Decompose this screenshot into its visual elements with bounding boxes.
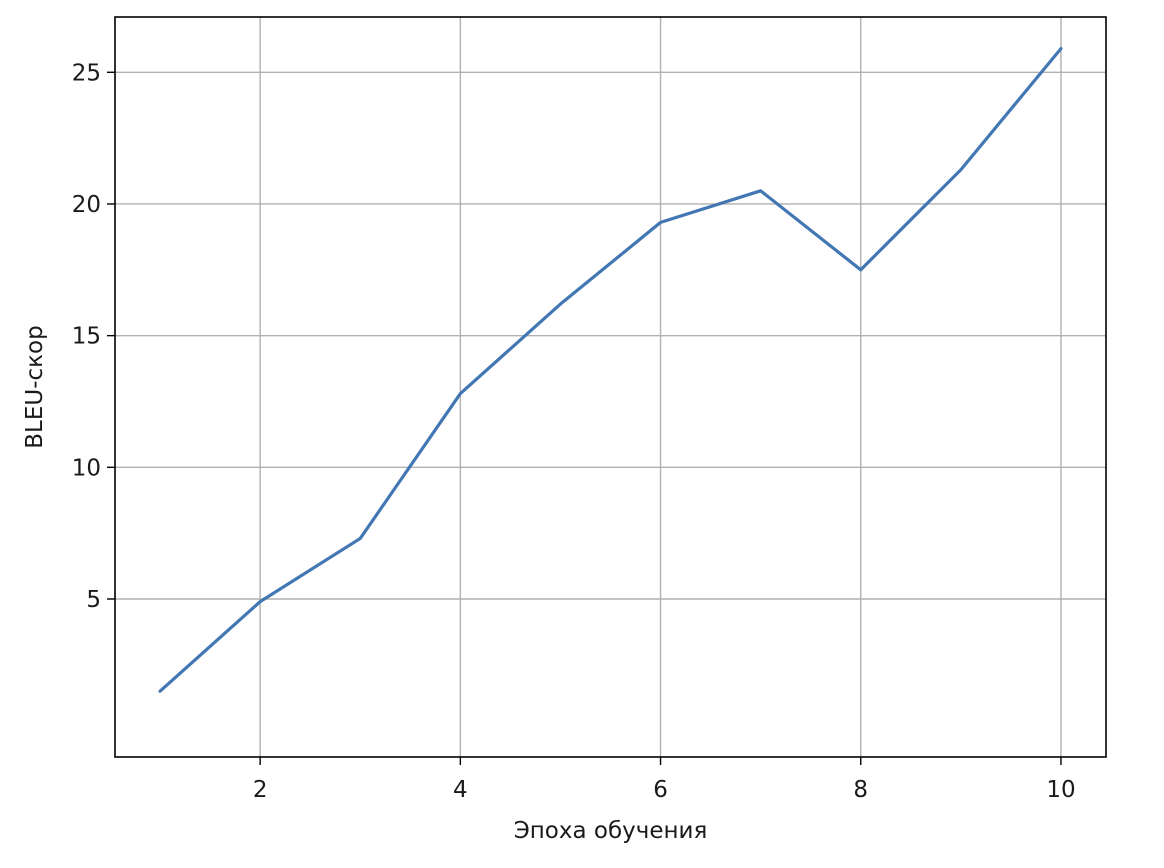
y-axis-label: BLEU-скор (22, 325, 48, 448)
x-axis-label: Эпоха обучения (514, 818, 708, 844)
y-tick-label: 20 (72, 192, 101, 218)
y-tick-label: 5 (86, 587, 101, 613)
x-tick-label: 8 (853, 777, 868, 803)
series-line (160, 49, 1061, 692)
y-tick-label: 10 (72, 455, 101, 481)
series-layer (160, 49, 1061, 692)
x-tick-label: 4 (453, 777, 468, 803)
axis-ticks: 2 4 6 8 10 5 10 15 20 25 (72, 60, 1076, 803)
y-tick-label: 15 (72, 324, 101, 350)
x-tick-label: 10 (1046, 777, 1075, 803)
plot-frame (115, 17, 1106, 757)
grid-lines (115, 17, 1106, 757)
x-tick-label: 2 (253, 777, 268, 803)
y-tick-label: 25 (72, 60, 101, 86)
x-tick-label: 6 (653, 777, 668, 803)
